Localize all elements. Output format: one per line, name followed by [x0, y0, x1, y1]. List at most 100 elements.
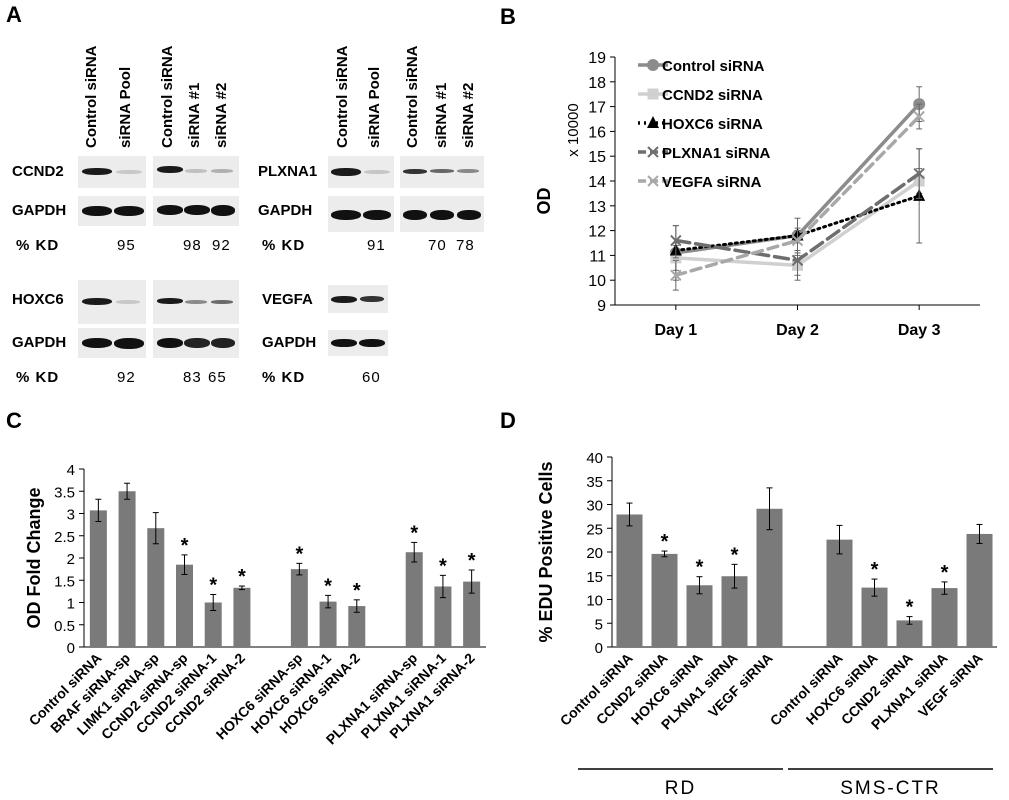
data-point — [670, 234, 682, 247]
band — [457, 169, 479, 173]
band — [211, 338, 235, 348]
bar — [686, 585, 713, 647]
lane-label: Control siRNA — [334, 45, 351, 149]
kd-value: 98 — [183, 237, 202, 254]
bar — [434, 586, 452, 647]
blot-vegfa-pool — [328, 285, 388, 313]
y-tick-label: 14 — [588, 174, 606, 191]
bar — [204, 602, 222, 647]
data-point — [791, 254, 804, 267]
gene-label-ccnd2: CCND2 — [12, 163, 64, 180]
significance-marker: * — [209, 574, 217, 596]
blot-hoxc6-ind — [153, 280, 239, 324]
kd-label: % KD — [16, 369, 60, 386]
band — [185, 169, 207, 173]
legend-label: HOXC6 siRNA — [662, 116, 763, 133]
y-tick-label: 3.5 — [54, 484, 75, 501]
band — [114, 338, 144, 349]
band — [82, 168, 112, 175]
kd-value: 91 — [367, 237, 386, 254]
y-axis-label: OD — [534, 187, 554, 214]
y-tick-label: 10 — [588, 273, 606, 290]
y-tick-label: 0 — [595, 640, 603, 657]
bar — [896, 620, 923, 647]
band — [457, 210, 481, 220]
lane-label: Control siRNA — [83, 45, 100, 149]
bar — [233, 587, 251, 647]
significance-marker: * — [696, 557, 704, 579]
band — [331, 210, 361, 220]
gene-label-hoxc6: HOXC6 — [12, 291, 64, 308]
lane-label: siRNA #1 — [186, 82, 203, 148]
bar — [861, 587, 888, 647]
y-tick-label: 0.5 — [54, 618, 75, 635]
bar — [118, 491, 136, 647]
panel-a-letter: A — [6, 2, 22, 27]
bar — [176, 564, 193, 647]
y-multiplier-label: x 10000 — [565, 103, 582, 156]
blot-gapdh-pool — [78, 328, 146, 358]
band — [360, 296, 384, 302]
gene-label-gapdh: GAPDH — [262, 334, 317, 351]
blot-plxna1-ind — [400, 156, 484, 188]
band — [82, 338, 112, 348]
band — [184, 338, 210, 348]
y-axis-label: % EDU Positive Cells — [536, 461, 556, 642]
blot-gapdh-pool — [78, 196, 146, 226]
band — [364, 170, 390, 174]
band — [157, 298, 183, 304]
legend-label: VEGFA siRNA — [662, 174, 762, 191]
y-tick-label: 30 — [586, 498, 603, 515]
blot-gapdh-ind — [153, 328, 239, 358]
y-tick-label: 1 — [67, 596, 75, 613]
bar — [756, 508, 783, 647]
band — [363, 210, 391, 220]
band — [157, 166, 183, 173]
y-tick-label: 15 — [588, 149, 606, 166]
lane-label: Control siRNA — [404, 45, 421, 149]
y-tick-label: 5 — [595, 616, 603, 633]
lane-label: siRNA #2 — [213, 82, 230, 148]
kd-value: 78 — [456, 237, 475, 254]
data-point — [791, 234, 804, 247]
kd-value: 65 — [208, 369, 227, 386]
y-tick-label: 10 — [586, 593, 603, 610]
band — [82, 298, 112, 305]
lane-label: siRNA #2 — [460, 82, 477, 148]
band — [211, 300, 233, 304]
group-label: SMS-CTR — [840, 778, 941, 797]
blot-gapdh-ind — [153, 196, 239, 226]
y-tick-label: 40 — [586, 450, 603, 467]
significance-marker: * — [353, 580, 361, 602]
band — [331, 168, 361, 176]
group-label: RD — [665, 778, 696, 797]
band — [211, 205, 235, 216]
x-tick-label: Day 2 — [776, 322, 819, 339]
panel-b-letter: B — [500, 4, 516, 29]
y-tick-label: 20 — [586, 545, 603, 562]
band — [403, 210, 427, 220]
y-tick-label: 25 — [586, 521, 603, 538]
data-point — [913, 110, 925, 123]
y-tick-label: 16 — [588, 124, 606, 141]
significance-marker: * — [410, 522, 418, 544]
significance-marker: * — [295, 543, 303, 565]
lane-label: Control siRNA — [159, 45, 176, 149]
band — [185, 300, 207, 304]
kd-value: 83 — [183, 369, 202, 386]
data-point — [913, 167, 925, 180]
significance-marker: * — [906, 597, 914, 619]
blot-plxna1-pool — [328, 156, 394, 188]
band — [331, 339, 357, 347]
significance-marker: * — [468, 550, 476, 572]
significance-marker: * — [941, 562, 949, 584]
panel-d-letter: D — [500, 408, 516, 433]
bar — [651, 553, 678, 647]
y-tick-label: 19 — [588, 50, 606, 67]
blot-hoxc6-pool — [78, 280, 146, 324]
band — [211, 169, 233, 173]
blot-gapdh-pool — [328, 196, 394, 232]
bar — [319, 601, 337, 647]
bar — [89, 510, 107, 647]
